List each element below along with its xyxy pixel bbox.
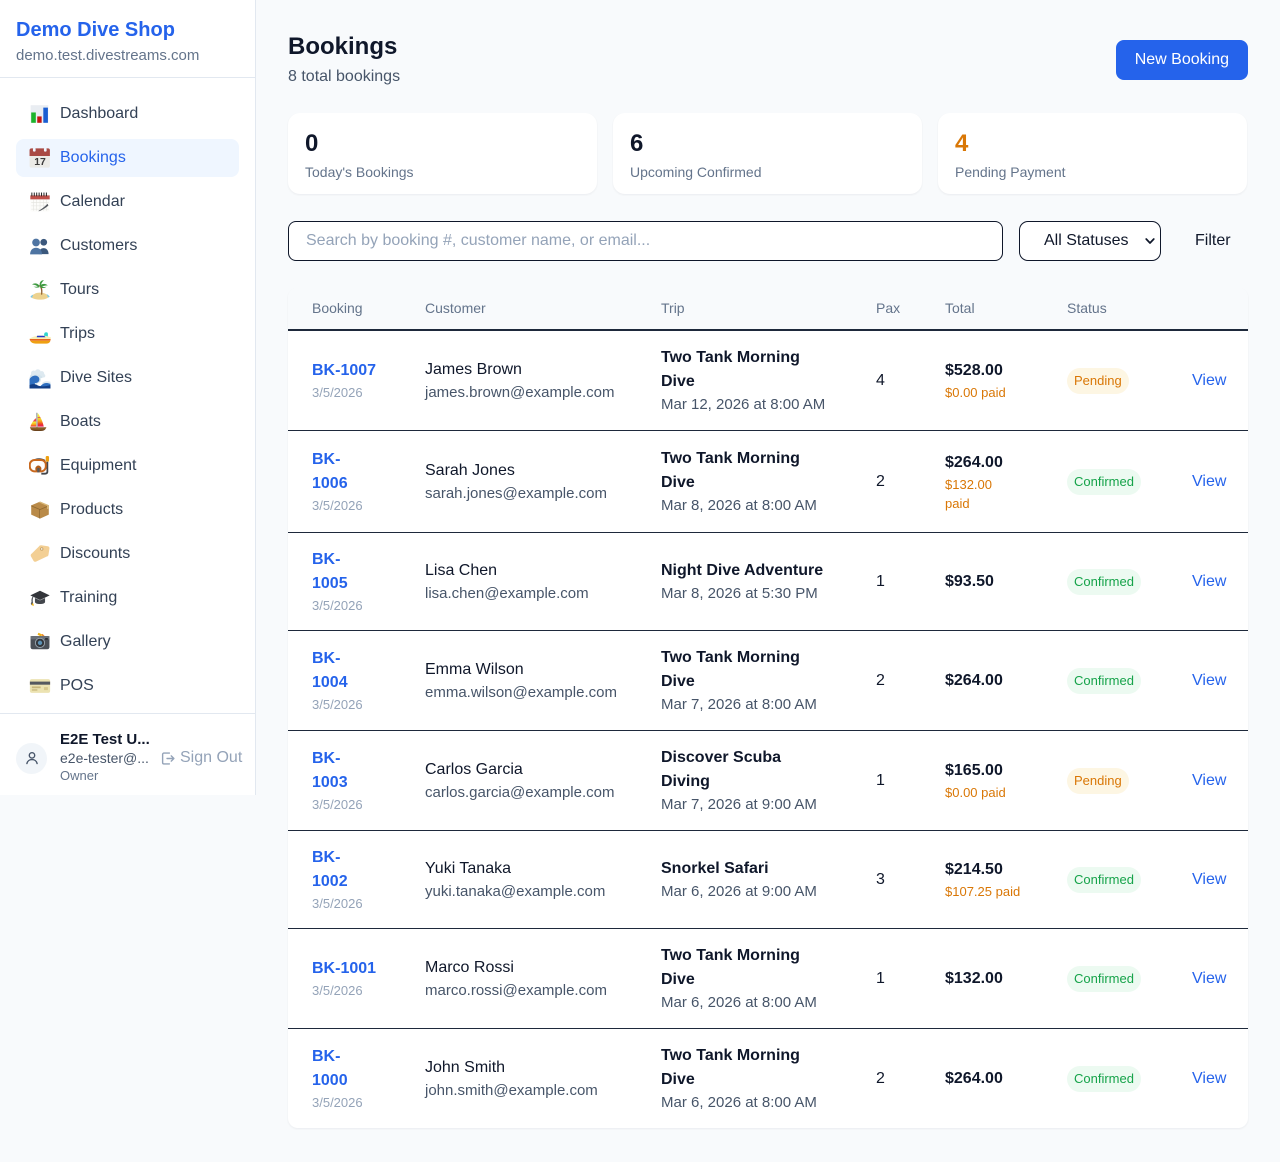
- svg-text:17: 17: [34, 157, 46, 168]
